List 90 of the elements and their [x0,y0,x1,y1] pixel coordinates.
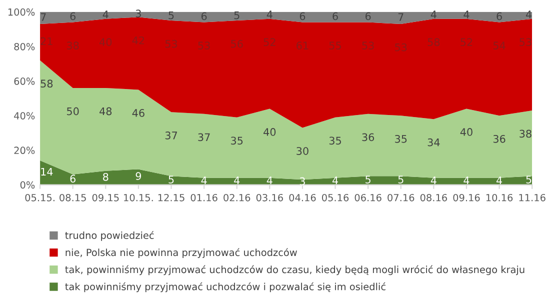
x-tick-label: 02.16 [224,194,250,202]
data-label: 56 [231,40,243,48]
data-label: 4 [496,176,502,184]
data-label: 48 [100,107,112,116]
x-tick-label: 04.16 [289,194,316,202]
data-label: 3 [300,177,305,186]
data-label: 52 [460,38,472,46]
data-label: 6 [496,12,502,20]
legend-label: trudno powiedzieć [65,231,154,241]
data-label: 6 [365,12,371,20]
data-label: 6 [201,12,207,20]
y-tick-label: 80% [14,42,35,50]
x-tick-label: 12.15 [158,194,184,202]
data-label: 5 [398,176,404,184]
data-label: 42 [132,36,144,44]
data-label: 7 [398,13,404,21]
data-label: 4 [430,176,436,184]
data-label: 4 [201,176,207,184]
x-tick-label: 11.16 [519,194,546,202]
data-label: 6 [70,174,76,183]
data-label: 4 [102,10,108,18]
data-label: 5 [234,12,240,20]
data-label: 14 [41,168,53,176]
data-label: 38 [67,42,79,50]
data-label: 6 [332,12,338,20]
data-label: 53 [395,43,407,52]
data-label: 54 [493,42,506,50]
data-label: 30 [296,147,308,155]
data-label: 5 [168,176,174,184]
data-label: 4 [266,176,272,184]
y-tick-label: 20% [14,146,35,154]
data-label: 58 [428,38,440,46]
data-label: 4 [430,10,436,18]
y-tick-label: 60% [14,78,35,85]
y-tick-label: 40% [14,112,35,120]
data-label: 52 [264,38,276,46]
x-tick-label: 05.16 [322,194,349,202]
data-label: 4 [464,10,470,18]
data-label: 4 [526,10,532,18]
x-tick-label: 10.15. [124,194,153,202]
x-tick-label: 08.16 [420,194,447,202]
data-label: 36 [493,134,506,143]
y-tick-label: 0% [20,181,35,189]
data-label: 37 [198,133,210,142]
data-label: 4 [234,176,240,184]
data-label: 40 [264,128,276,136]
data-label: 61 [296,42,308,50]
data-label: 4 [266,10,272,18]
x-tick-label: 09.15 [92,194,119,202]
x-tick-label: 06.16 [354,194,382,202]
data-label: 21 [40,37,52,46]
data-label: 35 [231,136,243,145]
data-label: 34 [428,138,440,146]
data-label: 53 [520,38,532,46]
data-label: 58 [40,80,53,88]
x-tick-label: 08.15 [60,194,86,202]
legend-label: tak, powinniśmy przyjmować uchodzców do czasu, kiedy będą mogli wrócić do własnego kraju [65,265,524,276]
data-label: 36 [362,133,374,142]
data-label: 37 [165,132,177,140]
data-label: 4 [464,176,470,184]
x-tick-label: 05.15. [25,194,54,202]
data-label: 53 [198,42,210,50]
data-label: 5 [526,176,532,184]
data-label: 6 [300,12,306,20]
data-label: 46 [132,109,144,117]
x-tick-label: 09.16 [453,194,480,202]
legend-label: tak powinniśmy przyjmować uchodzców i pozwalać się im osiedlić [65,282,386,292]
data-label: 3 [136,10,141,18]
data-label: 8 [103,172,108,181]
data-label: 53 [165,40,178,48]
data-label: 35 [395,134,407,143]
data-label: 40 [100,38,112,46]
y-tick-label: 100% [8,8,35,16]
x-tick-label: 07.16 [388,194,414,202]
x-tick-label: 01.16 [190,194,218,202]
data-label: 6 [70,12,76,20]
data-label: 5 [366,176,370,184]
data-label: 5 [168,12,174,20]
data-label: 53 [362,42,374,50]
data-label: 9 [136,172,142,180]
data-label: 4 [332,176,338,184]
data-label: 40 [460,128,472,136]
data-label: 50 [67,107,79,116]
x-tick-label: 10.16 [486,194,513,202]
legend-label: nie, Polska nie powinna przyjmować uchodzców [66,248,297,258]
data-label: 55 [329,42,341,50]
data-label: 38 [520,130,532,138]
x-tick-label: 03.16 [256,194,283,202]
data-label: 7 [40,13,46,21]
data-label: 35 [329,136,341,145]
